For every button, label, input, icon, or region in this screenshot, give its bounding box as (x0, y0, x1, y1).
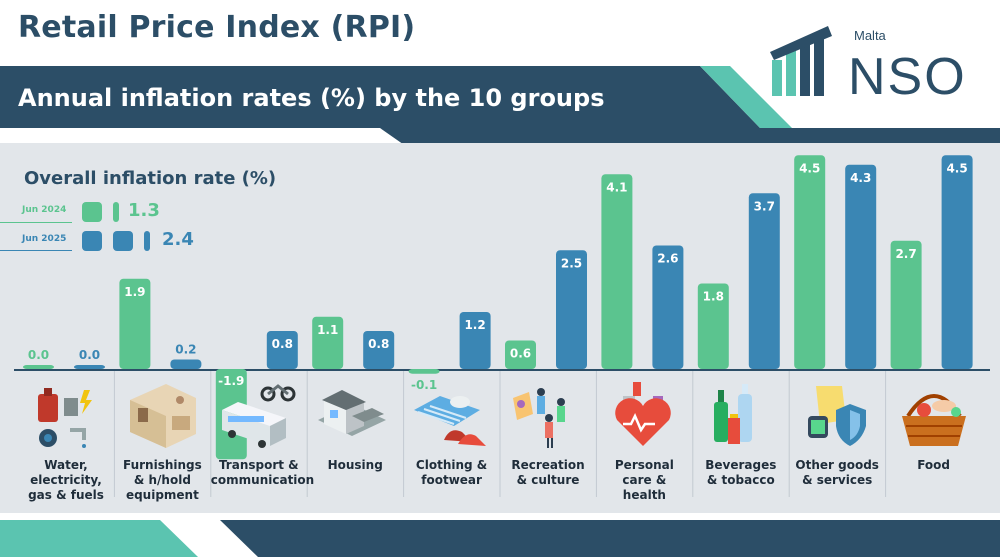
category-label-0: Water, electricity, gas & fuels (18, 458, 114, 503)
value-label-2025-9: 4.5 (946, 161, 967, 175)
category-label-line: equipment (114, 488, 210, 503)
value-label-2024-6: 4.1 (606, 180, 627, 194)
logo-bars-icon (770, 26, 832, 96)
value-label-2025-5: 2.5 (561, 256, 582, 270)
category-label-line: & services (789, 473, 885, 488)
house-icon (312, 380, 392, 452)
bus-motorbike-icon (218, 380, 298, 452)
value-label-2025-2: 0.8 (272, 337, 293, 351)
value-label-2024-7: 1.8 (703, 290, 724, 304)
value-label-2025-1: 0.2 (175, 343, 196, 357)
shield-watch-icon (796, 380, 876, 452)
category-label-line: Food (886, 458, 982, 473)
logo-big-text: NSO (848, 48, 967, 102)
value-label-2024-5: 0.6 (510, 347, 531, 361)
utilities-icon (24, 380, 104, 452)
bar-2025-7 (749, 193, 780, 369)
category-label-line: Water, (18, 458, 114, 473)
furniture-icon (122, 380, 202, 452)
category-label-2: Transport & communication (211, 458, 307, 488)
category-label-line: care & (596, 473, 692, 488)
category-label-8: Other goods & services (789, 458, 885, 488)
logo-small-text: Malta (854, 28, 887, 43)
category-label-1: Furnishings & h/hold equipment (114, 458, 210, 503)
bar-2025-0 (74, 365, 105, 369)
category-label-line: health (596, 488, 692, 503)
value-label-2025-6: 2.6 (657, 252, 678, 266)
health-heart-icon (603, 380, 683, 452)
bottles-icon (698, 380, 778, 452)
category-label-line: & tobacco (693, 473, 789, 488)
category-label-line: gas & fuels (18, 488, 114, 503)
bar-2024-4 (409, 369, 440, 374)
value-label-2025-0: 0.0 (79, 348, 100, 362)
footer-band (0, 520, 1000, 557)
category-label-line: Other goods (789, 458, 885, 473)
shoes-icon (410, 380, 490, 452)
value-label-2024-9: 2.7 (895, 247, 916, 261)
category-label-3: Housing (307, 458, 403, 473)
category-label-line: Clothing & (404, 458, 500, 473)
category-label-line: Recreation (500, 458, 596, 473)
category-label-7: Beverages & tobacco (693, 458, 789, 488)
category-label-line: Personal (596, 458, 692, 473)
value-label-2024-0: 0.0 (28, 348, 49, 362)
bar-2024-0 (23, 365, 54, 369)
bar-2024-6 (601, 174, 632, 369)
value-label-2024-3: 1.1 (317, 323, 338, 337)
category-label-line: footwear (404, 473, 500, 488)
value-label-2025-4: 1.2 (464, 318, 485, 332)
page-title: Retail Price Index (RPI) (18, 10, 415, 45)
bar-2025-1 (170, 360, 201, 370)
category-label-6: Personal care & health (596, 458, 692, 503)
category-label-line: electricity, (18, 473, 114, 488)
category-label-line: Housing (307, 458, 403, 473)
bar-2024-8 (794, 155, 825, 369)
bar-2025-8 (845, 165, 876, 369)
value-label-2024-1: 1.9 (124, 285, 145, 299)
bar-2025-9 (942, 155, 973, 369)
category-label-line: Furnishings (114, 458, 210, 473)
nso-logo: Malta NSO (770, 22, 990, 102)
category-label-4: Clothing & footwear (404, 458, 500, 488)
category-label-line: communication (211, 473, 307, 488)
value-label-2025-8: 4.3 (850, 171, 871, 185)
category-label-5: Recreation & culture (500, 458, 596, 488)
category-label-line: Beverages (693, 458, 789, 473)
value-label-2024-8: 4.5 (799, 161, 820, 175)
category-label-9: Food (886, 458, 982, 473)
page-subtitle: Annual inflation rates (%) by the 10 gro… (18, 84, 604, 112)
people-culture-icon (505, 380, 585, 452)
value-label-2025-3: 0.8 (368, 337, 389, 351)
value-label-2025-7: 3.7 (754, 199, 775, 213)
category-label-line: & h/hold (114, 473, 210, 488)
category-label-line: & culture (500, 473, 596, 488)
picnic-basket-icon (894, 380, 974, 452)
category-label-line: Transport & (211, 458, 307, 473)
